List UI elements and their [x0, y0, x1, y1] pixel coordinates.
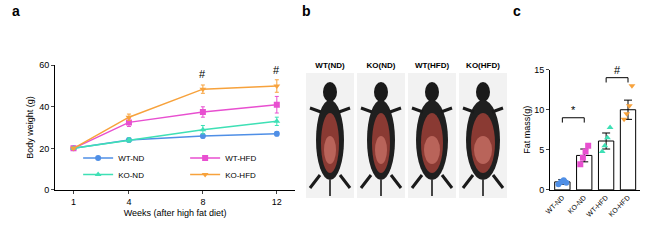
svg-text:Weeks (after high fat diet): Weeks (after high fat diet): [124, 208, 227, 218]
svg-text:KO(ND): KO(ND): [367, 61, 396, 70]
svg-text:40: 40: [39, 102, 49, 112]
svg-text:Fat mass(g): Fat mass(g): [522, 106, 532, 154]
svg-text:20: 20: [39, 144, 49, 154]
svg-text:#: #: [614, 64, 621, 76]
svg-text:Body weight (g): Body weight (g): [25, 96, 35, 159]
svg-text:15: 15: [534, 65, 544, 75]
svg-text:0: 0: [539, 185, 544, 195]
svg-text:WT(HFD): WT(HFD): [415, 61, 450, 70]
svg-text:*: *: [571, 104, 576, 116]
svg-text:KO(HFD): KO(HFD): [466, 61, 500, 70]
svg-text:#: #: [199, 68, 206, 80]
svg-text:#: #: [273, 64, 280, 76]
svg-text:8: 8: [200, 197, 205, 207]
svg-text:WT(ND): WT(ND): [315, 61, 345, 70]
svg-text:KO-ND: KO-ND: [118, 171, 144, 180]
svg-text:KO-HFD: KO-HFD: [607, 194, 631, 218]
svg-text:KO-ND: KO-ND: [567, 194, 588, 215]
svg-text:10: 10: [534, 105, 544, 115]
svg-text:WT-ND: WT-ND: [544, 194, 565, 215]
svg-text:KO-HFD: KO-HFD: [225, 171, 256, 180]
svg-text:12: 12: [272, 197, 282, 207]
svg-text:60: 60: [39, 60, 49, 70]
svg-text:WT-HFD: WT-HFD: [585, 194, 609, 218]
svg-text:0: 0: [44, 185, 49, 195]
svg-text:WT-ND: WT-ND: [118, 154, 144, 163]
svg-text:b: b: [302, 3, 311, 19]
svg-text:5: 5: [539, 145, 544, 155]
svg-text:4: 4: [126, 197, 131, 207]
svg-text:a: a: [12, 3, 20, 19]
svg-text:WT-HFD: WT-HFD: [225, 154, 256, 163]
svg-text:c: c: [513, 3, 521, 19]
svg-text:1: 1: [71, 197, 76, 207]
